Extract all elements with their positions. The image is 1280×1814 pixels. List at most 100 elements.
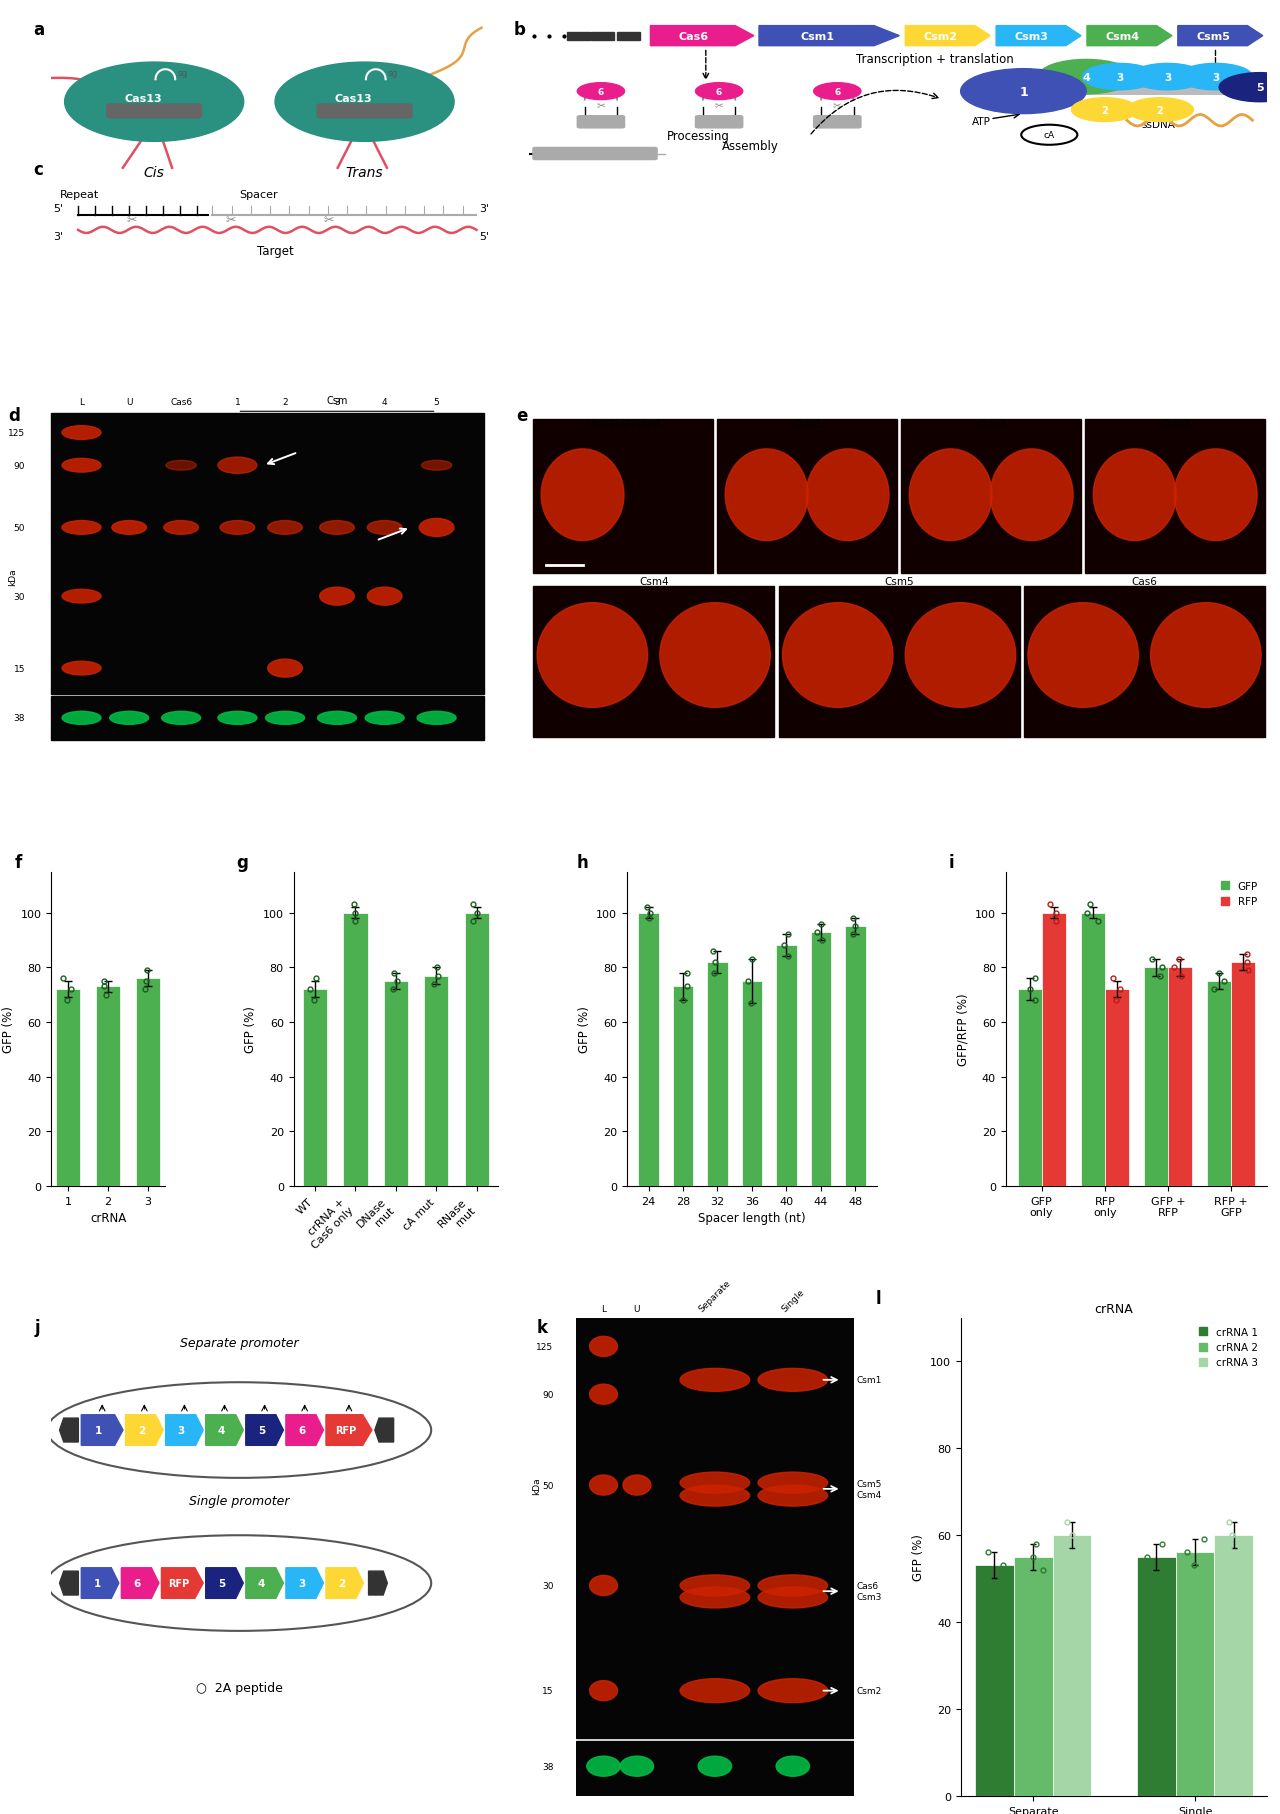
Bar [1014, 1556, 1052, 1796]
Bar [534, 588, 774, 738]
Bar [1215, 1535, 1253, 1796]
Bar [845, 927, 865, 1186]
FancyBboxPatch shape [814, 116, 861, 129]
Ellipse shape [367, 588, 402, 606]
Text: RFP: RFP [334, 1426, 356, 1435]
Ellipse shape [61, 459, 101, 473]
Text: 90: 90 [541, 1390, 553, 1399]
Text: 125: 125 [536, 1342, 553, 1351]
Ellipse shape [726, 450, 808, 541]
Text: 125: 125 [8, 428, 26, 437]
Text: 5': 5' [479, 232, 489, 241]
Text: Cis: Cis [143, 165, 165, 180]
Text: 2: 2 [338, 1578, 346, 1589]
Text: Spacer: Spacer [239, 190, 278, 200]
Ellipse shape [660, 604, 771, 707]
Ellipse shape [758, 1575, 828, 1596]
Text: 2: 2 [138, 1426, 145, 1435]
Ellipse shape [265, 711, 305, 726]
Bar [1169, 969, 1192, 1186]
Ellipse shape [111, 521, 146, 535]
Ellipse shape [1093, 450, 1176, 541]
Bar [96, 987, 120, 1186]
Ellipse shape [758, 1486, 828, 1506]
Bar [1018, 990, 1042, 1186]
Text: Csm3: Csm3 [1015, 31, 1048, 42]
Text: f: f [15, 853, 22, 871]
Ellipse shape [541, 450, 623, 541]
Ellipse shape [268, 660, 302, 678]
Text: 5': 5' [54, 205, 64, 214]
Circle shape [1083, 63, 1156, 91]
Text: Target: Target [257, 245, 293, 258]
Text: ✂: ✂ [833, 100, 842, 111]
Text: Csm4: Csm4 [1106, 31, 1139, 42]
Text: h: h [577, 853, 589, 871]
Text: Transcription + translation: Transcription + translation [856, 53, 1014, 65]
Text: 15: 15 [14, 664, 26, 673]
Polygon shape [905, 27, 991, 47]
Circle shape [1130, 63, 1204, 91]
Text: ✂: ✂ [714, 100, 723, 111]
Ellipse shape [61, 590, 101, 604]
Text: 2: 2 [1157, 105, 1164, 116]
Y-axis label: GFP (%): GFP (%) [911, 1533, 924, 1580]
Ellipse shape [758, 1587, 828, 1607]
Text: Cas6
Csm3: Cas6 Csm3 [856, 1582, 882, 1602]
Text: Csm5
Csm4: Csm5 Csm4 [856, 1480, 882, 1498]
Text: i: i [948, 853, 954, 871]
Ellipse shape [621, 1756, 654, 1776]
Text: Cas6: Cas6 [170, 397, 192, 406]
Ellipse shape [590, 1337, 617, 1357]
Text: 15: 15 [541, 1687, 553, 1696]
Text: 4: 4 [381, 397, 388, 406]
Bar [1105, 990, 1129, 1186]
Text: l: l [876, 1290, 881, 1308]
Text: Assembly: Assembly [722, 140, 778, 152]
Text: 3: 3 [1164, 73, 1171, 83]
Polygon shape [996, 27, 1082, 47]
Text: 1: 1 [93, 1578, 101, 1589]
Text: e: e [516, 406, 527, 424]
Circle shape [1126, 98, 1193, 123]
Polygon shape [246, 1567, 283, 1598]
Text: 3': 3' [54, 232, 64, 241]
Text: Untransfected: Untransfected [586, 419, 660, 428]
Bar [717, 421, 897, 573]
Ellipse shape [680, 1486, 750, 1506]
Bar [343, 912, 367, 1186]
Text: U: U [125, 397, 132, 406]
Ellipse shape [680, 1575, 750, 1596]
Text: 6: 6 [133, 1578, 141, 1589]
Bar [810, 932, 831, 1186]
Polygon shape [125, 1415, 163, 1446]
Polygon shape [326, 1415, 372, 1446]
Ellipse shape [61, 426, 101, 441]
Bar [639, 912, 659, 1186]
Ellipse shape [317, 711, 357, 726]
Circle shape [695, 83, 742, 100]
Text: L: L [79, 397, 84, 406]
Text: 4: 4 [218, 1426, 225, 1435]
Polygon shape [206, 1415, 243, 1446]
Text: 5: 5 [1256, 83, 1263, 93]
Text: 90: 90 [14, 461, 26, 470]
Text: 6: 6 [716, 87, 722, 96]
Ellipse shape [758, 1368, 828, 1391]
Bar [673, 987, 694, 1186]
Text: 50: 50 [541, 1480, 553, 1489]
Text: 5: 5 [259, 1426, 265, 1435]
Text: kDa: kDa [8, 568, 17, 586]
Polygon shape [759, 27, 900, 47]
Bar [1024, 588, 1265, 738]
Ellipse shape [909, 450, 992, 541]
Polygon shape [1087, 27, 1172, 47]
Text: U: U [634, 1304, 640, 1313]
Ellipse shape [320, 588, 355, 606]
Bar [1052, 1535, 1092, 1796]
Bar [576, 1319, 854, 1738]
Ellipse shape [161, 711, 201, 726]
Bar [465, 912, 489, 1186]
Text: Csm2: Csm2 [924, 31, 957, 42]
Text: 30: 30 [14, 593, 26, 600]
